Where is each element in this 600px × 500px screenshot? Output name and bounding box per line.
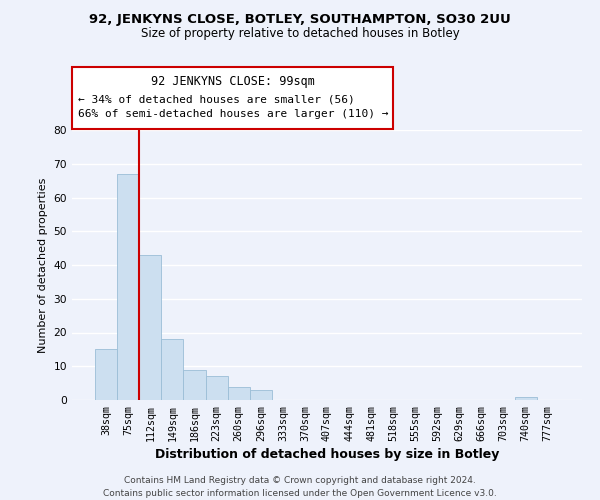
Bar [227,386,250,400]
Text: 66% of semi-detached houses are larger (110) →: 66% of semi-detached houses are larger (… [78,109,389,119]
Bar [206,376,227,400]
X-axis label: Distribution of detached houses by size in Botley: Distribution of detached houses by size … [155,448,499,461]
Bar [184,370,206,400]
Text: Contains HM Land Registry data © Crown copyright and database right 2024.
Contai: Contains HM Land Registry data © Crown c… [103,476,497,498]
Bar [515,396,537,400]
Bar [161,339,184,400]
Y-axis label: Number of detached properties: Number of detached properties [38,178,48,352]
Bar [250,390,272,400]
Text: Size of property relative to detached houses in Botley: Size of property relative to detached ho… [140,28,460,40]
Text: ← 34% of detached houses are smaller (56): ← 34% of detached houses are smaller (56… [78,94,355,104]
Bar [95,350,117,400]
Bar [117,174,139,400]
Text: 92 JENKYNS CLOSE: 99sqm: 92 JENKYNS CLOSE: 99sqm [151,76,314,88]
Bar [139,255,161,400]
Text: 92, JENKYNS CLOSE, BOTLEY, SOUTHAMPTON, SO30 2UU: 92, JENKYNS CLOSE, BOTLEY, SOUTHAMPTON, … [89,12,511,26]
